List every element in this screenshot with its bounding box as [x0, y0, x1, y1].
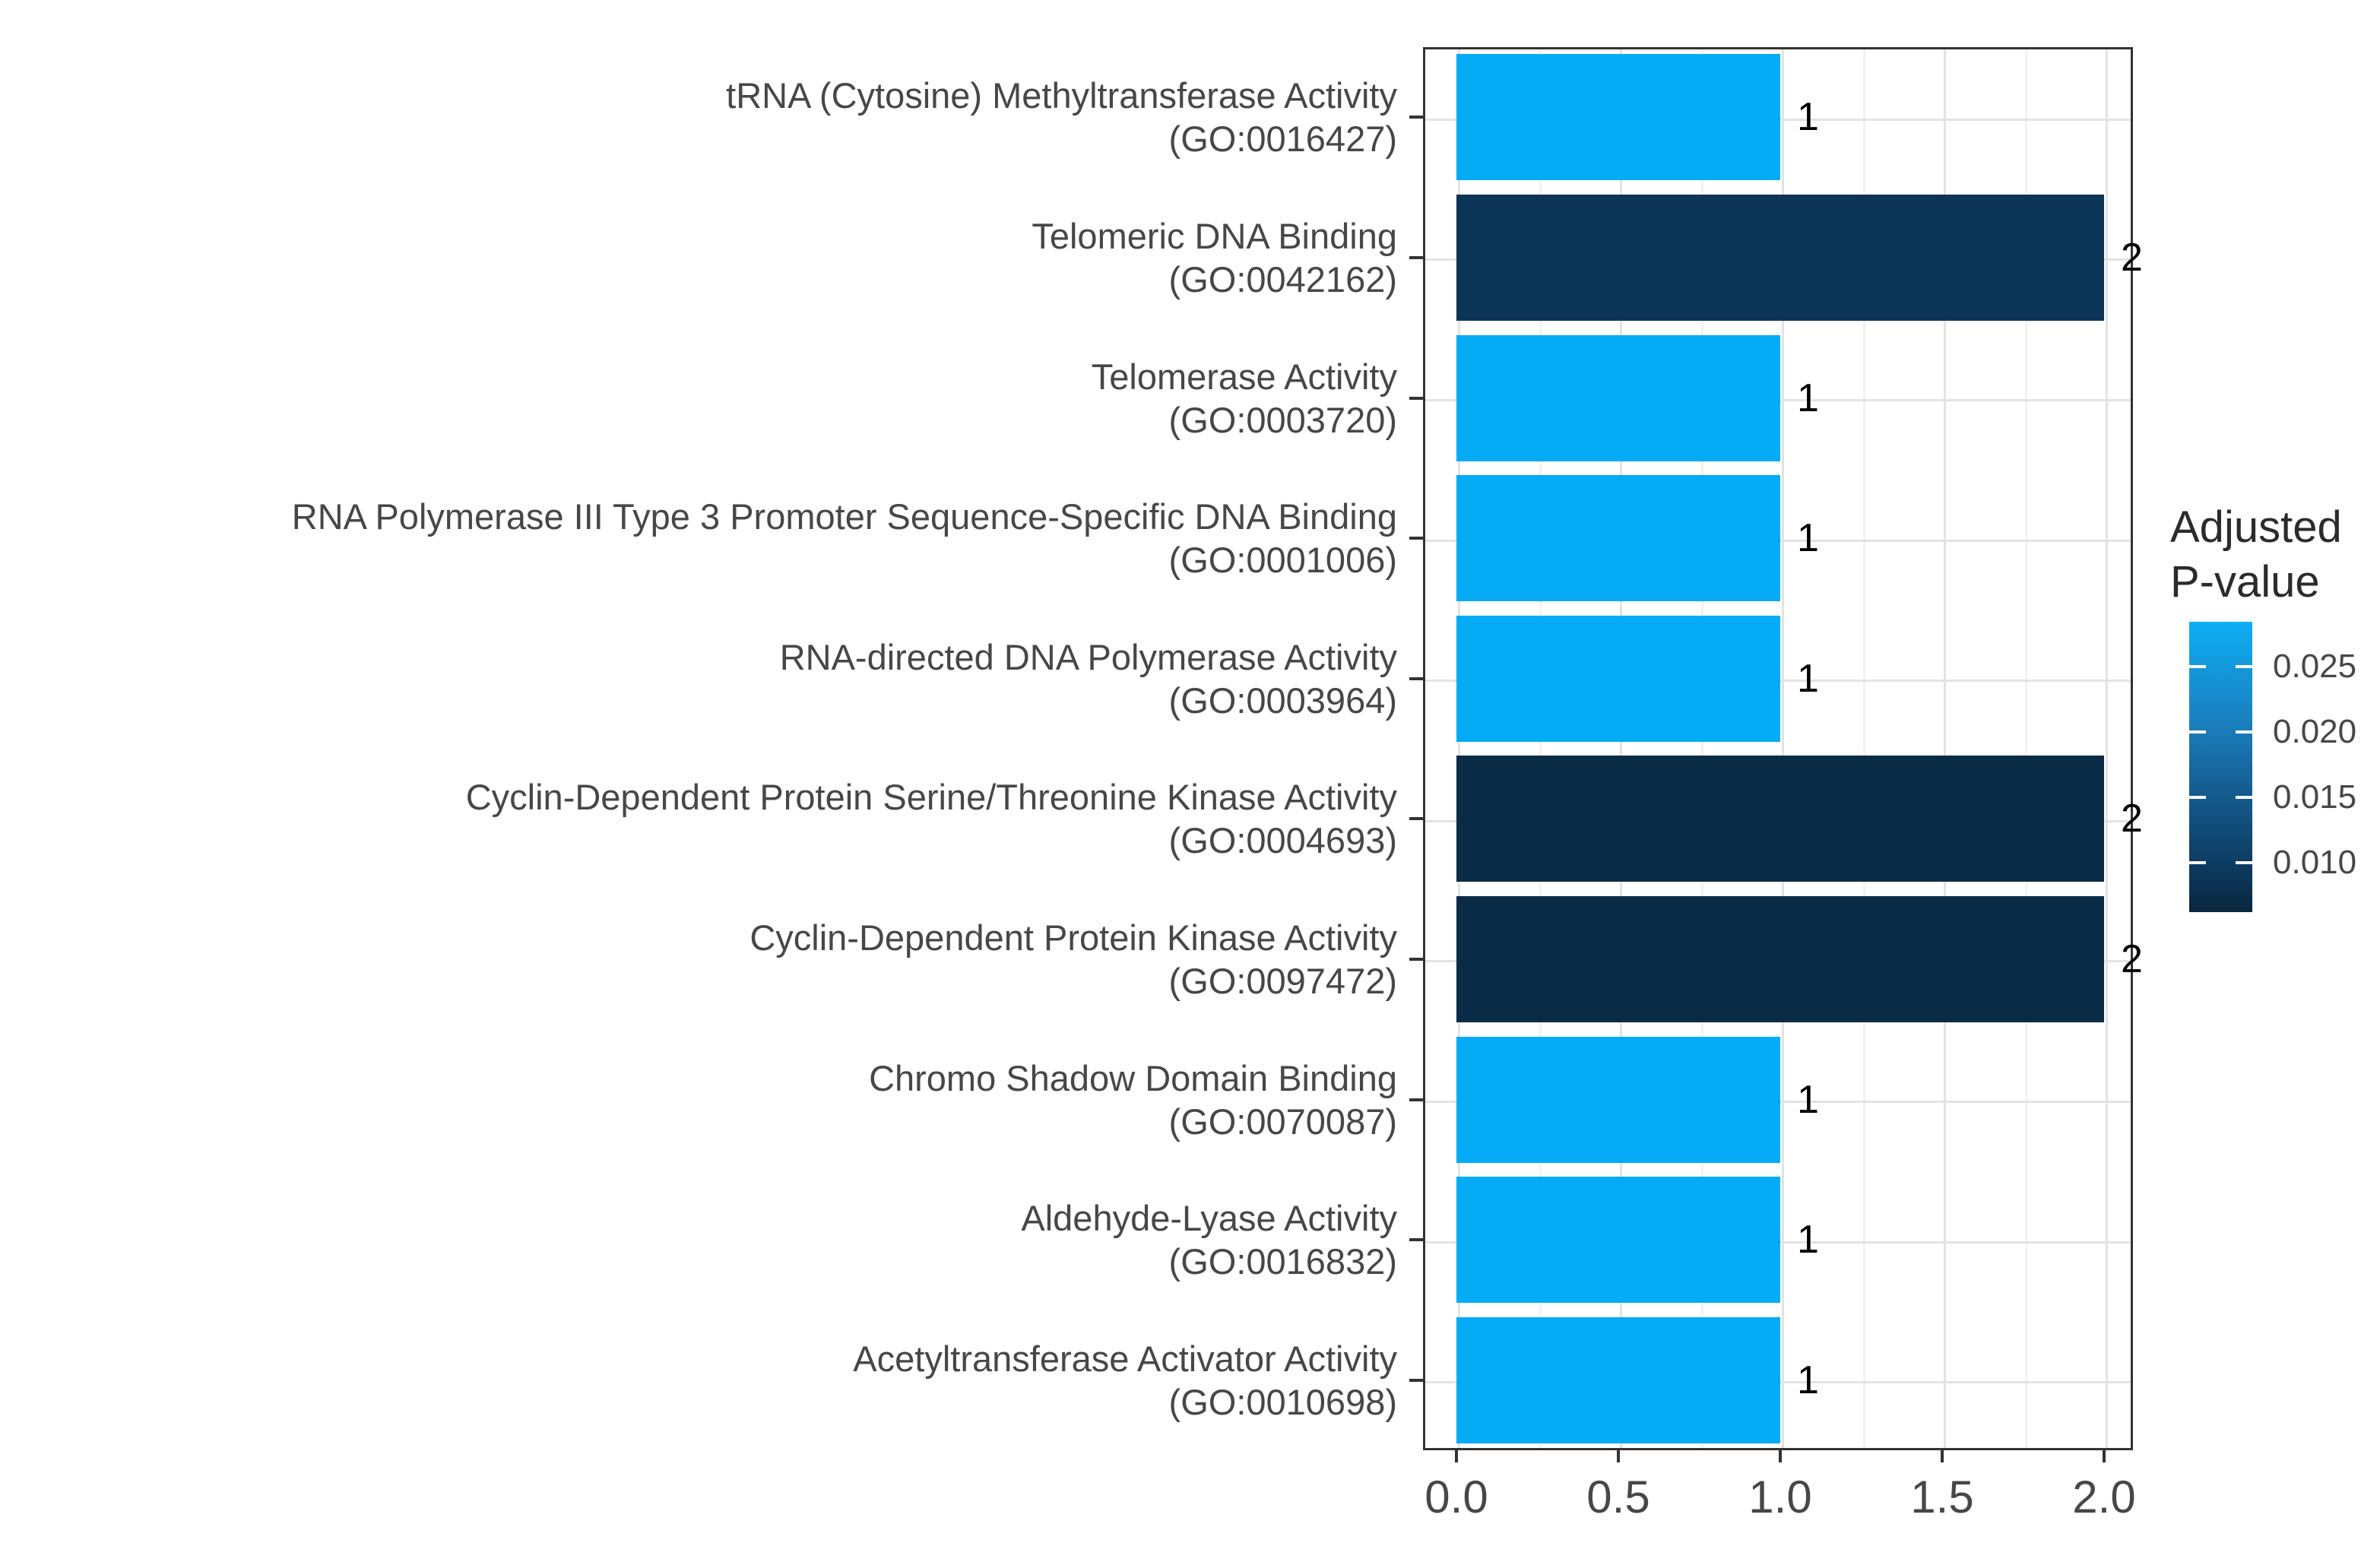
bar-value-label: 1 [1797, 1077, 1819, 1122]
y-axis-tick [1409, 116, 1423, 119]
x-axis-tick [1617, 1450, 1620, 1462]
y-axis-tick [1409, 1238, 1423, 1242]
legend-tick-label: 0.020 [2273, 713, 2357, 751]
bar-value-label: 1 [1797, 516, 1819, 561]
category-go-id: (GO:0097472) [1168, 960, 1397, 1001]
legend: Adjusted P-value 0.025 0.020 0.015 0.010 [2159, 494, 2379, 965]
category-name: Telomerase Activity [1091, 356, 1397, 397]
category-name: Telomeric DNA Binding [1032, 215, 1397, 256]
gridline-vertical-minor [1539, 49, 1542, 1448]
y-axis-tick [1409, 1098, 1423, 1101]
gridline-vertical-major [1458, 49, 1460, 1448]
bar [1456, 1036, 1780, 1163]
legend-tick [2189, 730, 2206, 734]
bar-value-label: 1 [1797, 1358, 1819, 1402]
x-axis-tick [1941, 1450, 1944, 1462]
gridline-vertical-minor [2024, 49, 2027, 1448]
category-go-id: (GO:0003964) [1168, 680, 1397, 721]
legend-title-line1: Adjusted [2170, 502, 2342, 552]
bar-value-label: 2 [2121, 235, 2143, 280]
bar [1456, 895, 2104, 1022]
x-axis-tick-label: 2.0 [2072, 1472, 2136, 1522]
bar-value-label: 1 [1797, 95, 1819, 140]
gridline-vertical-minor [1862, 49, 1865, 1448]
bar-value-label: 2 [2121, 936, 2143, 981]
y-axis-tick [1409, 1378, 1423, 1382]
y-axis-tick [1409, 255, 1423, 259]
x-axis-tick [1455, 1450, 1458, 1462]
legend-tick [2189, 665, 2206, 669]
legend-tick [2236, 665, 2252, 669]
y-axis-category-label: tRNA (Cytosine) Methyltransferase Activi… [0, 74, 1397, 160]
gridline-vertical-major [1782, 49, 1784, 1448]
bar [1456, 1316, 1780, 1443]
gridline-vertical-major [1944, 49, 1946, 1448]
category-go-id: (GO:0003720) [1168, 399, 1397, 440]
y-axis-category-label: RNA Polymerase III Type 3 Promoter Seque… [0, 495, 1397, 581]
category-go-id: (GO:0001006) [1168, 540, 1397, 581]
x-axis-tick-label: 0.5 [1586, 1472, 1650, 1522]
x-axis-tick-label: 1.0 [1748, 1472, 1812, 1522]
category-name: Acetyltransferase Activator Activity [853, 1338, 1397, 1379]
category-name: tRNA (Cytosine) Methyltransferase Activi… [726, 75, 1397, 116]
y-axis-category-label: Cyclin-Dependent Protein Kinase Activity… [0, 916, 1397, 1003]
bar-value-label: 2 [2121, 797, 2143, 841]
legend-tick [2189, 796, 2206, 800]
bar-value-label: 1 [1797, 656, 1819, 701]
category-name: Cyclin-Dependent Protein Serine/Threonin… [465, 777, 1397, 818]
category-go-id: (GO:0070087) [1168, 1101, 1397, 1142]
legend-tick [2236, 796, 2252, 800]
gridline-vertical-major [2106, 49, 2108, 1448]
legend-tick-label: 0.025 [2273, 648, 2357, 686]
bar-value-label: 1 [1797, 375, 1819, 420]
legend-tick [2189, 861, 2206, 865]
y-axis-category-label: Acetyltransferase Activator Activity (GO:… [0, 1337, 1397, 1424]
bar [1456, 475, 1780, 602]
x-axis-tick [1779, 1450, 1782, 1462]
bar [1456, 194, 2104, 321]
y-axis-tick [1409, 537, 1423, 540]
category-name: RNA Polymerase III Type 3 Promoter Seque… [291, 496, 1397, 537]
bar [1456, 1177, 1780, 1304]
y-axis-tick [1409, 957, 1423, 961]
x-axis-tick-label: 0.0 [1425, 1472, 1488, 1522]
legend-tick-label: 0.010 [2273, 844, 2357, 882]
category-name: RNA-directed DNA Polymerase Activity [779, 636, 1397, 677]
category-go-id: (GO:0010698) [1168, 1381, 1397, 1422]
legend-tick-label: 0.015 [2273, 778, 2357, 816]
y-axis-tick [1409, 396, 1423, 400]
gridline-vertical-minor [1700, 49, 1703, 1448]
y-axis-tick [1409, 817, 1423, 821]
category-go-id: (GO:0042162) [1168, 258, 1397, 299]
legend-tick [2236, 730, 2252, 734]
category-go-id: (GO:0016832) [1168, 1241, 1397, 1282]
y-axis-category-label: Aldehyde-Lyase Activity (GO:0016832) [0, 1196, 1397, 1283]
legend-tick [2236, 861, 2252, 865]
bar [1456, 54, 1780, 181]
x-axis-tick-label: 1.5 [1910, 1472, 1974, 1522]
category-go-id: (GO:0016427) [1168, 119, 1397, 160]
bar [1456, 615, 1780, 742]
category-name: Chromo Shadow Domain Binding [869, 1057, 1397, 1098]
x-axis-tick [2103, 1450, 2106, 1462]
legend-title: Adjusted P-value [2170, 500, 2342, 610]
y-axis-category-label: Telomerase Activity (GO:0003720) [0, 355, 1397, 442]
y-axis-category-label: Telomeric DNA Binding (GO:0042162) [0, 214, 1397, 301]
bar-value-label: 1 [1797, 1218, 1819, 1263]
y-axis-category-label: RNA-directed DNA Polymerase Activity (GO:… [0, 635, 1397, 722]
y-axis-tick [1409, 676, 1423, 680]
category-go-id: (GO:0004693) [1168, 820, 1397, 861]
bar [1456, 756, 2104, 882]
legend-title-line2: P-value [2170, 557, 2320, 607]
gridline-vertical-major [1620, 49, 1622, 1448]
y-axis-category-label: Chromo Shadow Domain Binding (GO:0070087) [0, 1057, 1397, 1143]
category-name: Aldehyde-Lyase Activity [1021, 1198, 1397, 1239]
category-name: Cyclin-Dependent Protein Kinase Activity [749, 917, 1397, 958]
plot-panel [1423, 47, 2133, 1450]
y-axis-category-label: Cyclin-Dependent Protein Serine/Threonin… [0, 775, 1397, 862]
bar [1456, 334, 1780, 461]
